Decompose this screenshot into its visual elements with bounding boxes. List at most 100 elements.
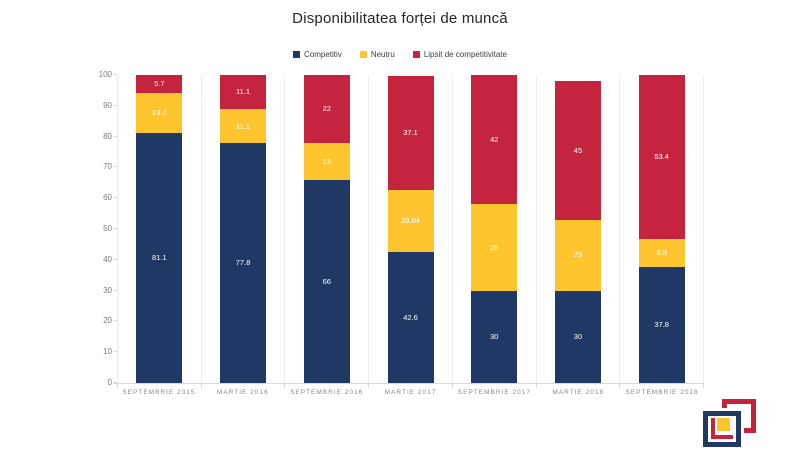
segment-value-label: 30 [573, 332, 583, 342]
x-axis-label: SEPTEMBRIE 2017 [457, 389, 531, 396]
segment-value-label: 37.1 [403, 128, 418, 138]
segment-value-label: 77.8 [235, 258, 251, 268]
segment-value-label: 28 [490, 242, 499, 252]
bar-segment: 45 [554, 81, 601, 220]
plot-area: 5.7 13.2 81.1 11.1 11.1 77.8 22 12 66 37.1 20.04 42… [113, 74, 705, 388]
bar-segment: 20.04 [387, 190, 434, 252]
logo-l-shape [711, 418, 733, 439]
y-tick-mark [113, 382, 117, 383]
legend-label: Neutru [370, 50, 395, 59]
y-tick-mark [113, 135, 117, 137]
stacked-bar: 5.7 13.2 81.1 [136, 75, 183, 383]
bar-segment: 30 [554, 290, 601, 383]
logo-yellow-square [717, 418, 730, 431]
y-tick-label: 20 [103, 316, 112, 326]
y-tick-label: 10 [103, 347, 112, 357]
bar-segment: 28 [471, 204, 518, 291]
bar-column: 45 23 30 [535, 75, 620, 388]
segment-value-label: 37.8 [654, 320, 669, 330]
logo-navy-square [703, 411, 741, 447]
y-tick-mark [113, 166, 117, 168]
legend-item: Neutru [359, 50, 395, 59]
bar-column: 42 28 30 [451, 75, 536, 388]
stacked-bar: 37.1 20.04 42.6 [387, 75, 434, 383]
y-tick-label: 70 [103, 162, 112, 172]
segment-value-label: 23 [573, 250, 583, 260]
stacked-bar: 11.1 11.1 77.8 [220, 75, 267, 383]
y-tick-mark [113, 320, 117, 322]
chart-title: Disponibilitatea forței de muncă [292, 10, 508, 27]
chart-legend: Competitiv Neutru Lipsit de competitivitat… [0, 50, 800, 59]
bar-segment: 22 [303, 75, 350, 143]
segment-value-label: 66 [322, 276, 331, 286]
bar-segment: 66 [303, 179, 350, 383]
bar-segment: 53.4 [638, 74, 685, 240]
bar-segment: 11.1 [220, 75, 267, 110]
y-tick-label: 0 [107, 378, 112, 387]
segment-value-label: 11.1 [236, 121, 251, 131]
x-axis: SEPTEMBRIE 2015 MARTIE 2016 SEPTEMBRIE 201… [117, 389, 704, 396]
legend-label: Lipsit de competitivitate [423, 50, 507, 59]
legend-item: Lipsit de competitivitate [412, 50, 507, 59]
y-tick-label: 30 [103, 285, 112, 295]
bar-segment: 37.8 [638, 266, 685, 383]
legend-swatch-icon [412, 51, 420, 58]
y-tick-mark [113, 289, 117, 291]
segment-value-label: 8.9 [656, 248, 667, 258]
x-axis-line [113, 383, 704, 384]
segment-value-label: 42.6 [403, 312, 418, 322]
y-tick-label: 90 [103, 100, 112, 110]
bar-column: 37.1 20.04 42.6 [368, 75, 452, 388]
y-axis: 0 10 20 30 40 50 60 70 80 90 100 [72, 71, 112, 387]
bar-column: 53.4 8.9 37.8 [619, 74, 705, 388]
segment-value-label: 11.1 [236, 87, 251, 97]
bar-column: 11.1 11.1 77.8 [200, 75, 285, 388]
bar-segment: 11.1 [220, 109, 267, 144]
x-axis-label: MARTIE 2018 [552, 389, 605, 396]
bar-segment: 12 [303, 142, 350, 180]
legend-swatch-icon [359, 51, 367, 58]
y-tick-mark [113, 351, 117, 353]
bar-segment: 81.1 [136, 133, 183, 383]
bar-segment: 8.9 [638, 239, 685, 267]
y-tick-mark [113, 104, 117, 106]
y-tick-label: 80 [103, 131, 112, 141]
stacked-bar: 22 12 66 [303, 75, 350, 383]
segment-value-label: 13.2 [152, 108, 167, 118]
segment-value-label: 42 [490, 134, 499, 144]
legend-item: Competitiv [293, 50, 342, 59]
x-axis-label: MARTIE 2017 [384, 389, 437, 396]
bar-columns: 5.7 13.2 81.1 11.1 11.1 77.8 22 12 66 37.1 20.04 42… [117, 74, 705, 388]
bar-segment: 42.6 [387, 251, 434, 383]
legend-swatch-icon [293, 51, 301, 58]
bar-segment: 23 [554, 219, 601, 291]
bar-column: 5.7 13.2 81.1 [117, 75, 201, 388]
bar-segment: 13.2 [136, 92, 183, 134]
segment-value-label: 20.04 [401, 216, 420, 226]
company-logo [703, 399, 765, 447]
bar-segment: 42 [471, 75, 518, 205]
stacked-bar: 42 28 30 [471, 75, 518, 383]
bar-segment: 5.7 [136, 75, 183, 93]
y-tick-label: 50 [103, 224, 112, 233]
legend-label: Competitiv [304, 50, 342, 59]
bar-column: 22 12 66 [284, 75, 368, 388]
x-axis-label: SEPTEMBRIE 2018 [625, 389, 699, 396]
segment-value-label: 53.4 [654, 152, 669, 162]
segment-value-label: 5.7 [154, 79, 165, 89]
y-tick-mark [113, 197, 117, 199]
segment-value-label: 12 [322, 156, 331, 166]
stacked-bar: 53.4 8.9 37.8 [638, 74, 685, 383]
bar-segment: 37.1 [387, 75, 434, 191]
bar-segment: 30 [471, 290, 518, 383]
x-axis-label: SEPTEMBRIE 2016 [290, 389, 364, 396]
segment-value-label: 22 [322, 104, 331, 114]
segment-value-label: 81.1 [152, 253, 167, 263]
y-tick-mark [113, 258, 117, 260]
segment-value-label: 30 [490, 332, 499, 342]
x-axis-label: SEPTEMBRIE 2015 [122, 389, 196, 396]
bar-segment: 77.8 [220, 143, 267, 383]
y-tick-mark [113, 74, 117, 75]
y-tick-label: 100 [98, 70, 112, 79]
